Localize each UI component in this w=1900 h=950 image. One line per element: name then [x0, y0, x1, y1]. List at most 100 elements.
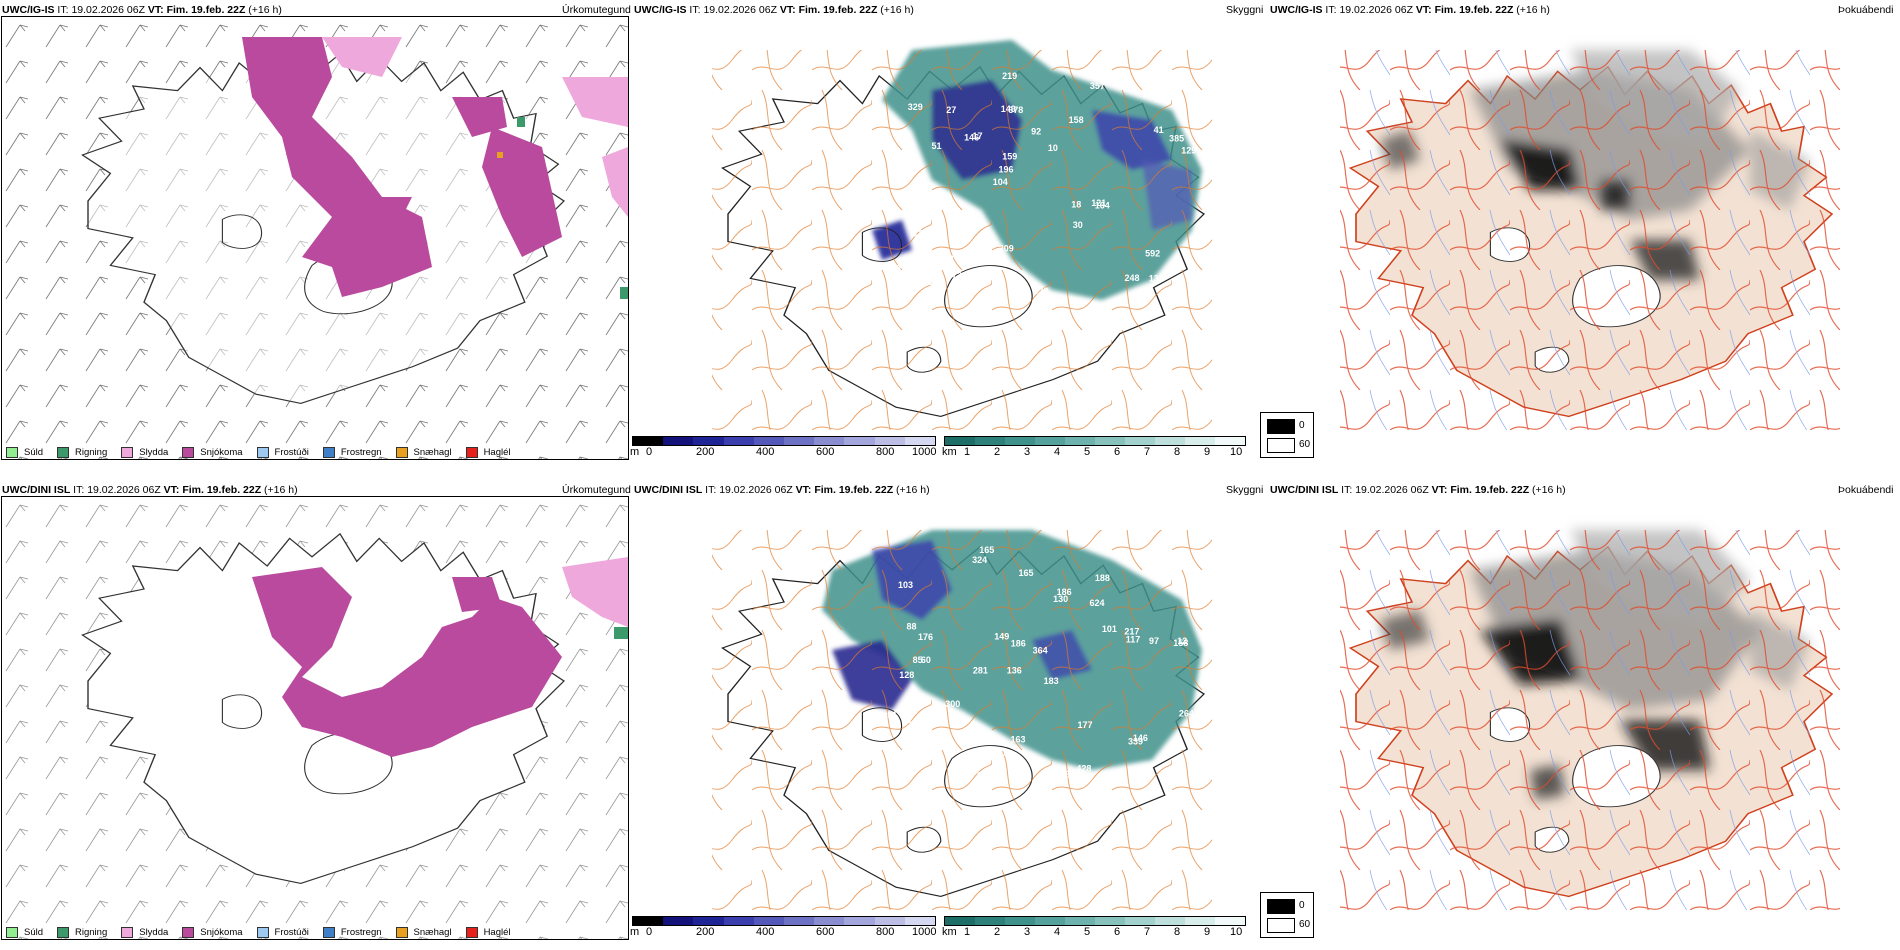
- colorbar-segment: [723, 437, 754, 445]
- cloud-base-label: 183: [1044, 676, 1059, 686]
- colorbar-segment: [874, 437, 905, 445]
- cloud-base-label: 27: [946, 105, 956, 115]
- cloud-base-label: 329: [908, 102, 923, 112]
- visibility-panel-name: Skyggni: [1226, 4, 1264, 16]
- lead-time: (+16 h): [248, 4, 282, 16]
- legend-label: Súld: [24, 446, 44, 458]
- legend-swatch: [1267, 438, 1295, 453]
- visibility-colorbar: km 1 2 3 4 5 6 7 8 9 10: [942, 916, 1246, 940]
- legend-swatch: [121, 926, 134, 938]
- legend-label: Rigning: [75, 926, 108, 938]
- it-label: IT:: [1341, 484, 1353, 496]
- vt-label: VT:: [1431, 484, 1448, 496]
- colorbar-segment: [1215, 917, 1245, 925]
- legend-item: Súld: [6, 446, 44, 458]
- legend-item: Snjókoma: [182, 926, 243, 938]
- row-dini-isl: UWC/DINI ISL IT: 19.02.2026 06Z VT: Fim.…: [0, 480, 1900, 950]
- legend-item: Frostregn: [322, 926, 382, 938]
- colorbar-unit: km: [942, 446, 957, 458]
- colorbar-segment: [945, 917, 975, 925]
- cloud-base-label: 143: [926, 713, 941, 723]
- colorbar-unit: km: [942, 926, 957, 938]
- cloud-base-label: 137: [1149, 274, 1164, 284]
- legend-swatch: [395, 446, 408, 458]
- precip-panel-name: Úrkomutegund: [562, 4, 631, 16]
- colorbar-segment: [1215, 437, 1245, 445]
- cloud-base-label: 624: [1090, 598, 1105, 608]
- legend-label: Súld: [24, 926, 44, 938]
- vt-label: VT:: [147, 4, 164, 16]
- it-label: IT:: [57, 4, 69, 16]
- row-ig-is: UWC/IG-IS IT: 19.02.2026 06Z VT: Fim. 19…: [0, 0, 1900, 470]
- cloud-base-label: 385: [1169, 133, 1184, 143]
- legend-label: Slydda: [139, 926, 169, 938]
- road-network: [712, 530, 1212, 910]
- colorbar-tick: 7: [1144, 446, 1151, 458]
- visibility-ticks: km 1 2 3 4 5 6 7 8 9 10: [942, 446, 1244, 460]
- colorbar-unit: m: [630, 446, 640, 458]
- cloud-base-label: 163: [918, 277, 933, 287]
- cloud-base-label: 248: [1125, 273, 1140, 283]
- colorbar-tick: 2: [994, 926, 1001, 938]
- legend-swatch: [121, 446, 134, 458]
- cloud-base-label: 83: [1118, 549, 1128, 559]
- cloud-base-label: 85: [913, 655, 923, 665]
- it-label: IT:: [73, 484, 85, 496]
- cloud-base-label: 281: [973, 666, 988, 676]
- cloud-base-label: 101: [1102, 624, 1117, 634]
- cloud-base-label: 103: [898, 580, 913, 590]
- cloud-base-label: 51: [932, 141, 942, 151]
- legend-item: Slydda: [121, 926, 169, 938]
- legend-item: Rigning: [57, 926, 108, 938]
- colorbar-segment: [1065, 437, 1095, 445]
- vt-label: VT:: [795, 484, 812, 496]
- cloud-base-label: 17: [903, 715, 913, 725]
- legend-swatch: [322, 446, 335, 458]
- legend-swatch: [6, 446, 18, 458]
- cloud-base-labels: 137 228 72 104 158 163 149 92 128 17 70 133 678 10 164…: [891, 71, 1196, 296]
- colorbar-segment: [975, 437, 1005, 445]
- precip-map-frame: Súld Rigning Slydda Snjókoma Frostúði Fr…: [1, 16, 629, 460]
- lead-time: (+16 h): [880, 4, 914, 16]
- colorbar-segment: [945, 437, 975, 445]
- cloud-base-label: 91: [887, 710, 897, 720]
- cloud-base-label: 146: [1133, 733, 1148, 743]
- colorbar-segment: [814, 437, 845, 445]
- cloud-base-label: 428: [1076, 763, 1091, 773]
- cloud-base-label: 209: [999, 243, 1014, 253]
- colorbar-tick: 600: [816, 926, 835, 938]
- fog-index-legend: 0 60: [1260, 412, 1314, 458]
- visibility-map: 1651881581361836010362412813036416532428…: [712, 530, 1212, 910]
- cloud-base-label: 165: [1019, 568, 1034, 578]
- colorbar-tick: 400: [756, 926, 775, 938]
- legend-label: 0: [1299, 420, 1305, 431]
- vt-label: VT:: [1415, 4, 1432, 16]
- colorbar-tick: 9: [1204, 926, 1211, 938]
- legend-swatch: [1267, 419, 1295, 434]
- cloud-base-label: 72: [1154, 94, 1164, 104]
- colorbar-segment: [663, 917, 694, 925]
- vt-value: Fim. 19.feb. 22Z: [798, 4, 878, 16]
- cloud-base-label: 172: [947, 271, 962, 281]
- vt-value: Fim. 19.feb. 22Z: [1434, 4, 1514, 16]
- legend-item: Snjókoma: [182, 446, 243, 458]
- colorbar-tick: 1: [964, 446, 971, 458]
- sleet-area: [562, 557, 628, 627]
- cloud-base-label: 300: [945, 699, 960, 709]
- model-name: UWC/DINI ISL: [634, 484, 703, 496]
- colorbar-tick: 4: [1054, 446, 1061, 458]
- legend-swatch: [6, 926, 18, 938]
- colorbar-segment: [1155, 917, 1185, 925]
- cloud-base-label: 422: [1033, 286, 1048, 296]
- legend-label: Snjókoma: [200, 446, 243, 458]
- colorbar-tick: 1000: [912, 446, 937, 458]
- cloud-base-label: 104: [993, 177, 1008, 187]
- legend-item: Súld: [6, 926, 44, 938]
- colorbar-segment: [753, 437, 784, 445]
- fog-panel-name: Þokuábendi: [1838, 4, 1894, 16]
- snow-pellets-area: [497, 152, 503, 158]
- cloud-base-label: 76: [1048, 770, 1058, 780]
- legend-label: Slydda: [139, 446, 169, 458]
- fog-index-map: [1340, 50, 1840, 430]
- colorbar-tick: 0: [646, 926, 653, 938]
